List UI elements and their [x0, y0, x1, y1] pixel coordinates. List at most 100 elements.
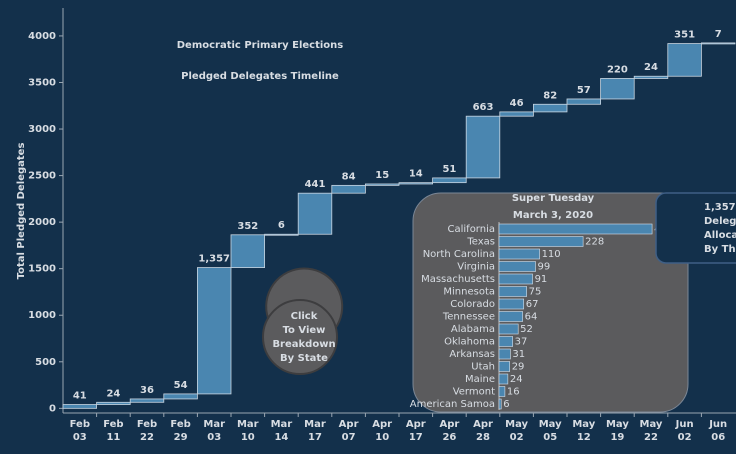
- inset-value-label: 52: [520, 324, 533, 335]
- value-label: 15: [375, 170, 389, 181]
- inset-category: Vermont: [453, 387, 495, 398]
- x-tick-label: 02: [678, 432, 692, 443]
- inset-bar: [498, 236, 584, 247]
- value-label: 7: [715, 29, 722, 40]
- inset-category: Utah: [471, 362, 495, 373]
- y-tick-label: 3000: [28, 124, 56, 135]
- x-tick-label: 07: [342, 432, 356, 443]
- inset-value-label: 64: [525, 312, 538, 323]
- x-tick-label: Mar: [203, 419, 225, 430]
- bar: [600, 78, 635, 100]
- y-tick-label: 500: [35, 357, 56, 368]
- y-tick-label: 2000: [28, 217, 56, 228]
- inset-bar: [498, 323, 519, 335]
- x-tick-label: May: [606, 419, 629, 430]
- x-tick-label: 06: [711, 432, 725, 443]
- x-tick-label: Apr: [372, 419, 392, 430]
- inset-title: March 3, 2020: [513, 210, 593, 221]
- inset-bar: [498, 248, 540, 260]
- bar: [163, 393, 198, 400]
- inset-category: Oklahoma: [444, 337, 495, 348]
- x-tick-label: 11: [106, 432, 120, 443]
- bar: [129, 398, 165, 403]
- callout-text: 1,357 T: [704, 202, 736, 213]
- inset-category: Virginia: [457, 262, 495, 273]
- inset-category: Maine: [465, 374, 495, 385]
- x-tick-label: 19: [610, 432, 624, 443]
- inset-category: Texas: [466, 237, 495, 248]
- x-tick-label: 28: [476, 432, 490, 443]
- inset-category: Alabama: [451, 324, 495, 335]
- bar: [62, 404, 97, 409]
- value-label: 14: [409, 169, 423, 180]
- bar: [432, 177, 467, 184]
- x-tick-label: Apr: [406, 419, 426, 430]
- x-tick-label: Jun: [675, 419, 694, 430]
- inset-value-label: 24: [510, 374, 523, 385]
- x-tick-label: 12: [577, 432, 591, 443]
- x-tick-label: 14: [274, 432, 288, 443]
- inset-category: Colorado: [450, 299, 495, 310]
- bar: [364, 183, 400, 186]
- bar: [398, 182, 433, 185]
- bar: [465, 115, 501, 179]
- bar: [633, 75, 669, 79]
- y-tick-label: 2500: [28, 171, 56, 182]
- x-tick-label: 03: [207, 432, 221, 443]
- x-tick-label: 26: [442, 432, 456, 443]
- inset-bar: [498, 361, 510, 372]
- inset-value-label: 29: [512, 362, 525, 373]
- y-tick-label: 3500: [28, 77, 56, 88]
- inset-value-label: 67: [526, 299, 539, 310]
- x-tick-label: 02: [510, 432, 524, 443]
- x-tick-label: 10: [241, 432, 255, 443]
- value-label: 441: [305, 179, 326, 190]
- inset-category: California: [448, 224, 496, 235]
- y-tick-label: 1500: [28, 264, 56, 275]
- value-label: 84: [342, 171, 356, 182]
- inset-category: Arkansas: [449, 349, 495, 360]
- bar: [96, 401, 131, 405]
- x-tick-label: 22: [644, 432, 658, 443]
- x-tick-label: Apr: [339, 419, 359, 430]
- inset-bar: [498, 298, 525, 310]
- value-label: 41: [73, 391, 87, 402]
- inset-value-label: 75: [529, 287, 542, 298]
- value-label: 1,357: [198, 254, 230, 265]
- callout-text: Delega: [704, 216, 736, 227]
- chart-title: Pledged Delegates Timeline: [181, 71, 339, 82]
- bar: [196, 267, 232, 395]
- bar: [533, 103, 568, 113]
- x-tick-label: 03: [73, 432, 87, 443]
- inset-category: American Samoa: [410, 399, 495, 410]
- inset-value-label: 91: [535, 274, 548, 285]
- inset-title: Super Tuesday: [512, 193, 595, 204]
- tooltip-text: By State: [280, 353, 328, 364]
- value-label: 6: [278, 220, 285, 231]
- x-tick-label: Feb: [137, 419, 157, 430]
- value-label: 51: [442, 164, 456, 175]
- x-tick-label: 17: [409, 432, 423, 443]
- inset-category: Massachusetts: [421, 274, 495, 285]
- inset-value-label: 6: [503, 399, 509, 410]
- tooltip-circle[interactable]: [262, 299, 338, 375]
- x-tick-label: 10: [375, 432, 389, 443]
- callout-text: Alloca: [704, 230, 736, 241]
- chart-title: Democratic Primary Elections: [177, 40, 344, 51]
- inset-value-label: 37: [515, 337, 528, 348]
- inset-bar: [498, 273, 533, 285]
- value-label: 220: [607, 64, 628, 75]
- value-label: 46: [510, 98, 524, 109]
- bar: [701, 42, 736, 45]
- bar: [499, 111, 534, 117]
- y-tick-label: 4000: [28, 31, 56, 42]
- x-tick-label: Feb: [70, 419, 90, 430]
- value-label: 351: [674, 30, 695, 41]
- inset-panel: [412, 192, 689, 413]
- x-tick-label: Jun: [708, 419, 727, 430]
- value-label: 663: [473, 102, 494, 113]
- bar: [331, 184, 366, 194]
- bar: [297, 192, 333, 235]
